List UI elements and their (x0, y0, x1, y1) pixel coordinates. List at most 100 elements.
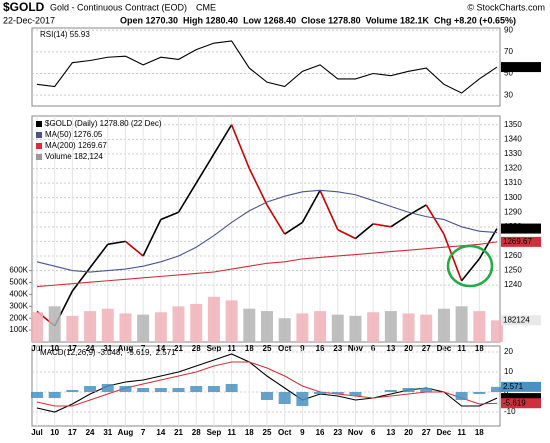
bar (261, 311, 273, 342)
bar (119, 386, 132, 392)
macd-panel (31, 345, 501, 427)
value-tag-label: -3.048 (503, 393, 526, 402)
bar (48, 392, 61, 398)
price-segment (460, 258, 480, 282)
legend-label: RSI(14) 55.93 (40, 30, 90, 39)
y-tick-label: 1240 (504, 280, 522, 289)
x-tick-label: 6 (371, 428, 376, 437)
y2-tick-label: 600K (9, 266, 28, 275)
value-tag (501, 393, 541, 404)
bar (119, 313, 132, 342)
value-tag (501, 236, 541, 247)
y-tick-label: -10 (504, 407, 516, 416)
legend-label: MA(200) 1269.67 (45, 141, 107, 150)
x-tick-label: 16 (316, 428, 325, 437)
bar (190, 386, 203, 392)
x-tick-label: 14 (156, 428, 165, 437)
x-tick-label: Sep (207, 428, 222, 437)
price-segment (177, 182, 197, 213)
price-segment (354, 223, 374, 240)
x-tick-label: 25 (263, 428, 272, 437)
y-tick-label: 1260 (504, 251, 522, 260)
value-tag-label: -5.619 (503, 398, 526, 407)
bar (84, 311, 97, 342)
legend-label: MA(50) 1276.05 (45, 130, 103, 139)
price-segment (443, 233, 463, 282)
price-segment (284, 221, 303, 235)
value-tag-label: 2.571 (503, 382, 524, 391)
price-segment (337, 229, 356, 240)
legend-label: MACD(12,26,9) -3.048, (40, 348, 123, 357)
bar (402, 313, 415, 342)
bar (225, 384, 238, 392)
y2-tick-label: 300K (9, 301, 28, 310)
bar (314, 311, 327, 342)
bar (31, 392, 43, 398)
value-tag (501, 223, 541, 234)
price-segment (478, 228, 498, 260)
bar (455, 392, 468, 400)
rsi-panel (31, 27, 501, 107)
value-tag-label: 182124 (503, 315, 530, 324)
bar (384, 390, 397, 392)
line (36, 189, 498, 273)
bar (31, 312, 43, 342)
y-tick-label: 1300 (504, 193, 522, 202)
price-segment (230, 124, 251, 169)
x-tick-label: 7 (141, 428, 146, 437)
value-tag-label: 1269.67 (503, 237, 532, 246)
bar (367, 312, 380, 342)
credit: © StockCharts.com (467, 2, 545, 12)
x-tick-label: 23 (333, 428, 342, 437)
legend-swatch (36, 143, 42, 149)
x-tick-label: 21 (174, 428, 183, 437)
bar (437, 308, 450, 342)
bar (278, 318, 291, 342)
bar (154, 312, 167, 342)
y2-tick-label: 400K (9, 290, 28, 299)
bar (402, 388, 415, 392)
value-tag (501, 62, 541, 73)
name: Gold - Continuous Contract (EOD) (50, 2, 187, 12)
bar (137, 388, 150, 392)
price-segment (142, 219, 162, 257)
y-tick-label: 1340 (504, 134, 522, 143)
price-segment (301, 189, 321, 223)
bar (331, 314, 344, 342)
x-tick-label: 17 (68, 428, 77, 437)
x-tick-label: 9 (300, 428, 305, 437)
bar (473, 311, 486, 342)
bar (491, 386, 503, 392)
bar (207, 386, 220, 392)
x-tick-label: 10 (50, 428, 59, 437)
legend-swatch (36, 154, 42, 160)
bar (84, 386, 97, 392)
value-tag (501, 315, 541, 326)
price-segment (319, 190, 339, 231)
line (36, 40, 498, 94)
y-tick-label: 1330 (504, 149, 522, 158)
bar (101, 384, 114, 392)
bar (349, 315, 362, 342)
x-tick-label: 20 (404, 428, 413, 437)
bar (172, 388, 185, 392)
value-tag (501, 398, 541, 409)
bar (261, 392, 273, 400)
y-tick-label: 1350 (504, 120, 522, 129)
x-tick-label: 28 (192, 428, 201, 437)
y-tick-label: 1250 (504, 266, 522, 275)
y-tick-label: 10 (504, 367, 513, 376)
x-tick-label: 31 (103, 428, 112, 437)
price-segment (266, 204, 286, 235)
x-tick-label: 24 (86, 428, 95, 437)
bar (349, 392, 362, 396)
bar (66, 315, 79, 342)
bar (296, 392, 309, 406)
legend-label: $GOLD (Daily) 1278.80 (22 Dec) (45, 119, 162, 128)
legend-swatch (36, 132, 42, 138)
y-tick-label: 30 (504, 90, 513, 99)
bar (154, 388, 167, 392)
value-tag (501, 381, 541, 392)
y2-tick-label: 100K (9, 325, 28, 334)
